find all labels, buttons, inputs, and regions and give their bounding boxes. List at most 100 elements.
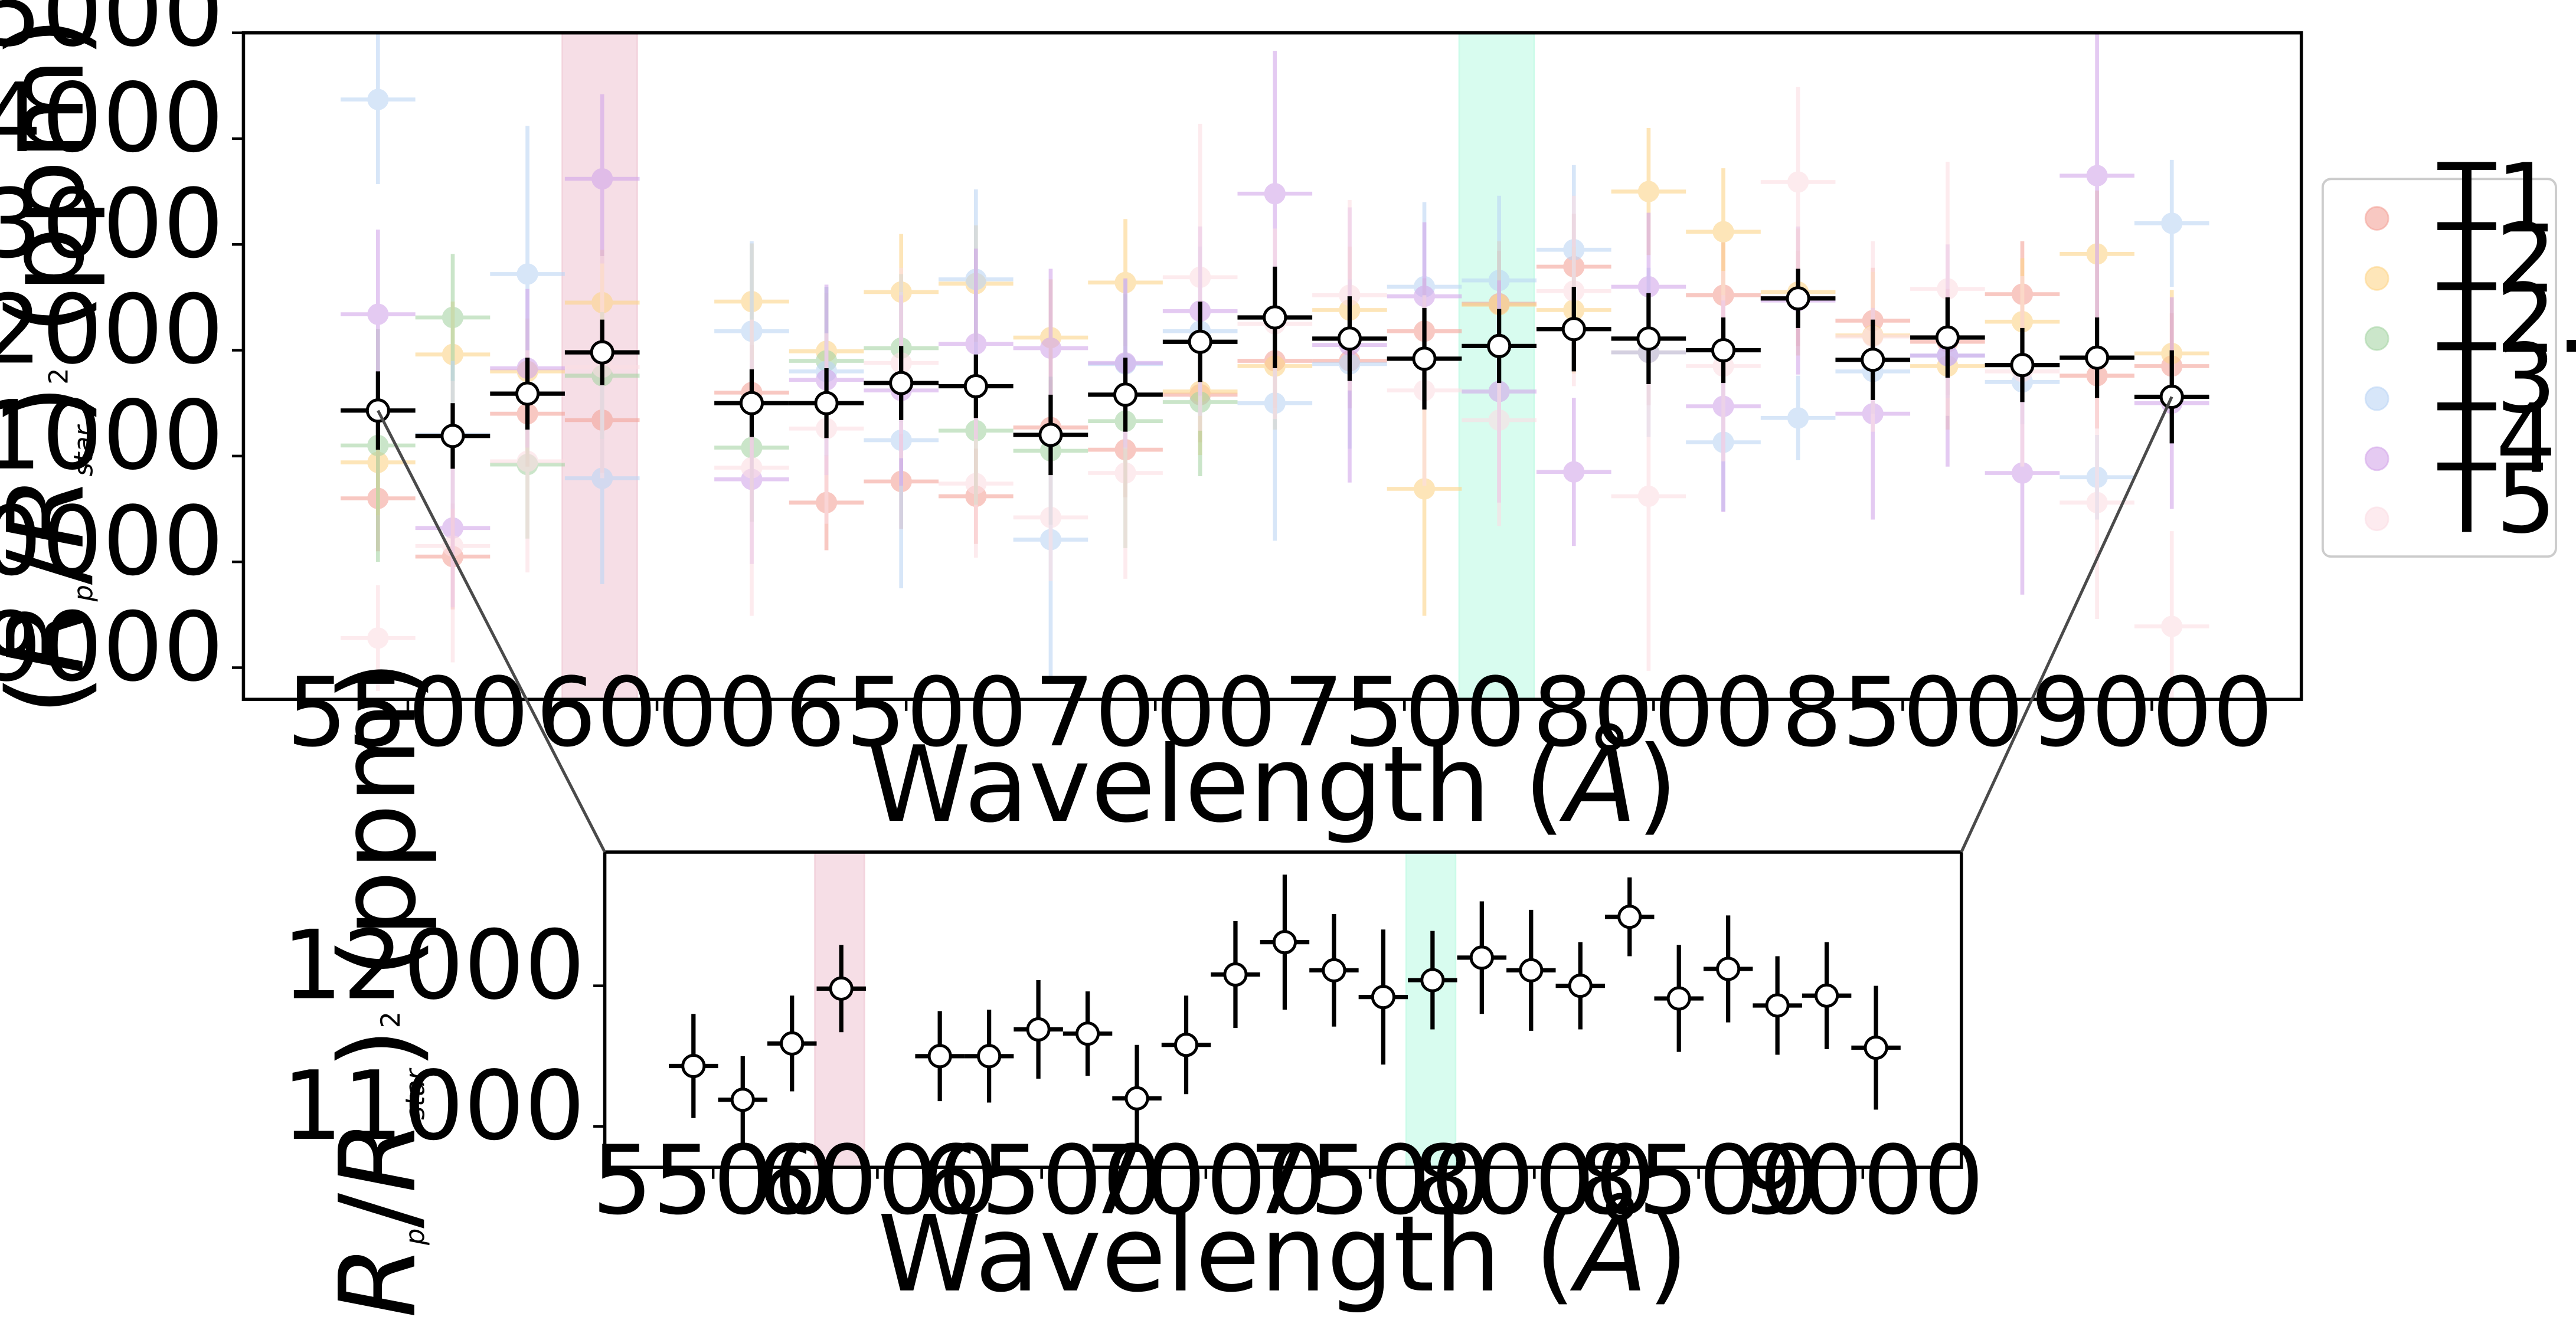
marker xyxy=(367,89,389,110)
marker xyxy=(965,473,987,494)
marker xyxy=(440,424,465,448)
marker xyxy=(1264,183,1286,205)
marker xyxy=(1937,278,1959,300)
marker xyxy=(367,627,389,649)
x-tick-label: 5500 xyxy=(287,657,529,768)
marker xyxy=(516,263,538,285)
data-point xyxy=(1910,162,1985,416)
legend-entry: T1 xyxy=(2364,143,2557,254)
marker xyxy=(1188,329,1212,354)
data-point xyxy=(1014,980,1063,1079)
data-point xyxy=(714,319,789,616)
data-point xyxy=(1237,266,1313,369)
data-point xyxy=(1760,87,1836,277)
marker xyxy=(1223,962,1248,987)
marker xyxy=(1568,974,1593,998)
marker xyxy=(1038,422,1063,447)
marker xyxy=(1487,333,1512,358)
marker xyxy=(1561,317,1586,342)
legend-marker xyxy=(2364,506,2389,532)
marker xyxy=(739,391,764,415)
data-point xyxy=(1309,913,1359,1027)
marker xyxy=(1488,409,1510,431)
x-tick-label: 9000 xyxy=(2031,657,2273,768)
data-point xyxy=(1703,915,1753,1023)
marker xyxy=(780,1031,805,1056)
data-point xyxy=(1654,945,1704,1052)
marker xyxy=(1716,957,1741,981)
marker xyxy=(1039,506,1062,528)
marker xyxy=(1263,305,1287,330)
data-point xyxy=(1088,358,1163,432)
data-point xyxy=(1555,942,1605,1030)
marker xyxy=(1113,382,1138,407)
data-point xyxy=(1112,1044,1162,1152)
y-tick-label: 12000 xyxy=(0,274,224,385)
marker xyxy=(1787,407,1809,429)
data-point xyxy=(1753,956,1802,1055)
marker xyxy=(1637,485,1659,507)
legend-marker xyxy=(2364,266,2389,291)
y-tick-label: 13000 xyxy=(0,169,224,280)
marker xyxy=(1412,346,1437,371)
x-tick-label: 7000 xyxy=(1034,657,1277,768)
x-tick-label: 8500 xyxy=(1577,1125,1820,1236)
data-point xyxy=(1604,877,1655,957)
marker xyxy=(515,381,540,406)
y-tick-label: 14000 xyxy=(0,63,224,174)
marker xyxy=(1617,905,1642,929)
marker xyxy=(1337,326,1362,351)
data-point xyxy=(718,1056,767,1144)
connector-line-right xyxy=(1960,396,2173,853)
legend-label: T2 xyxy=(2437,204,2557,315)
data-point xyxy=(341,585,416,691)
legend-entry: T3 xyxy=(2364,324,2557,435)
marker xyxy=(730,1088,755,1112)
marker xyxy=(1114,462,1136,484)
marker xyxy=(1322,958,1346,982)
marker xyxy=(1272,930,1297,955)
legend-label: T5 xyxy=(2437,444,2557,555)
connector-line-left xyxy=(377,410,606,853)
data-point xyxy=(490,358,565,430)
data-point xyxy=(1835,319,1911,400)
data-point xyxy=(2060,32,2134,324)
data-point xyxy=(816,945,866,1033)
marker xyxy=(1563,461,1585,483)
legend-label: T1 xyxy=(2437,143,2557,254)
x-tick-label: 7500 xyxy=(1283,657,1526,768)
data-point xyxy=(1760,375,1836,461)
x-axis-title: Wavelength (Å) xyxy=(867,723,1678,846)
marker xyxy=(1787,171,1809,193)
data-point xyxy=(1457,901,1507,1014)
inset-panel: 5500600065007000750080008500900011000120… xyxy=(282,660,1984,1320)
legend-entry: T2 xyxy=(2364,204,2557,315)
data-point xyxy=(1851,985,1901,1110)
legend-entry: T4 xyxy=(2364,384,2557,495)
marker xyxy=(977,1044,1002,1069)
data-point xyxy=(938,409,1014,558)
marker xyxy=(1519,958,1544,982)
marker xyxy=(2086,165,2108,186)
x-tick-label: 6000 xyxy=(536,657,779,768)
marker xyxy=(516,450,538,472)
marker xyxy=(1711,338,1736,363)
data-point xyxy=(669,1014,718,1118)
marker xyxy=(927,1044,952,1069)
data-point xyxy=(1985,327,2060,402)
data-point xyxy=(2060,317,2134,398)
marker xyxy=(367,303,389,325)
legend-marker xyxy=(2364,206,2389,231)
data-point xyxy=(1536,286,1611,372)
data-point xyxy=(341,371,416,450)
data-point xyxy=(1910,297,1985,378)
marker xyxy=(2161,212,2183,234)
marker xyxy=(741,457,763,479)
marker xyxy=(681,1053,706,1079)
x-axis-title: Wavelength (Å) xyxy=(878,1193,1689,1315)
x-tick-label: 8000 xyxy=(1532,657,1775,768)
legend-label: T4 xyxy=(2437,384,2557,495)
data-point xyxy=(1013,394,1088,476)
marker xyxy=(2010,353,2035,378)
